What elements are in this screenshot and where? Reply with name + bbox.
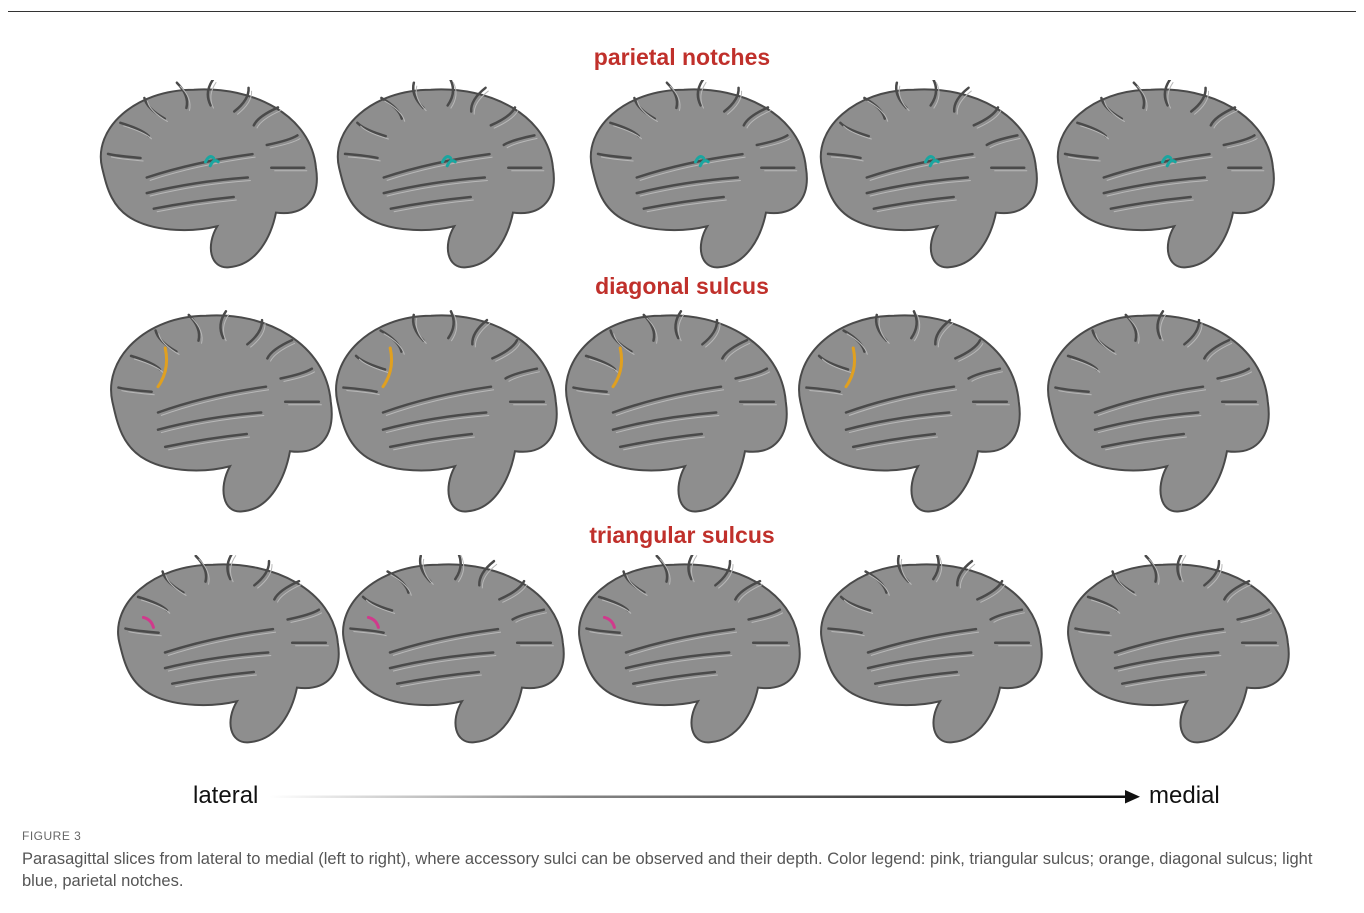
triangular-sulcus-marker [366, 615, 380, 629]
brain-row-triangular-sulcus [0, 555, 1364, 750]
brain-slice [1056, 80, 1275, 269]
triangular-sulcus-marker [602, 615, 616, 629]
row-title-triangular-sulcus: triangular sulcus [589, 522, 775, 548]
figure-label: FIGURE 3 [22, 829, 82, 843]
row-title-parietal-notches: parietal notches [593, 44, 771, 70]
notch-sulcus-marker [694, 155, 710, 168]
axis-label-medial: medial [1149, 782, 1220, 809]
brain-slice [589, 80, 808, 269]
brain-slice [99, 80, 318, 269]
triangular-sulcus-marker [141, 615, 155, 629]
notch-sulcus-marker [924, 155, 940, 168]
axis-label-lateral: lateral [193, 782, 259, 809]
notch-sulcus-marker [204, 155, 220, 168]
diagonal-sulcus-marker [844, 346, 857, 389]
brain-slice [117, 555, 340, 744]
brain-slice [798, 310, 1021, 513]
figure-frame [8, 11, 1356, 903]
diagonal-sulcus-marker [611, 346, 624, 389]
diagonal-sulcus-marker [381, 346, 394, 389]
brain-row-diagonal-sulcus [0, 305, 1364, 520]
brain-slice [1067, 555, 1290, 744]
diagonal-sulcus-marker [156, 346, 169, 389]
brain-slice [565, 310, 788, 513]
lateral-to-medial-arrow [270, 790, 1140, 804]
notch-sulcus-marker [441, 155, 457, 168]
figure-caption: Parasagittal slices from lateral to medi… [22, 850, 1313, 890]
brain-slice [336, 80, 555, 269]
brain-slice [342, 555, 565, 744]
notch-sulcus-marker [1161, 155, 1177, 168]
brain-slice [110, 310, 333, 513]
brain-slice [819, 80, 1038, 269]
brain-slice [1047, 310, 1270, 513]
brain-row-parietal-notches [0, 80, 1364, 275]
brain-slice [335, 310, 558, 513]
brain-slice [820, 555, 1043, 744]
row-title-diagonal-sulcus: diagonal sulcus [595, 273, 769, 299]
brain-slice [578, 555, 801, 744]
